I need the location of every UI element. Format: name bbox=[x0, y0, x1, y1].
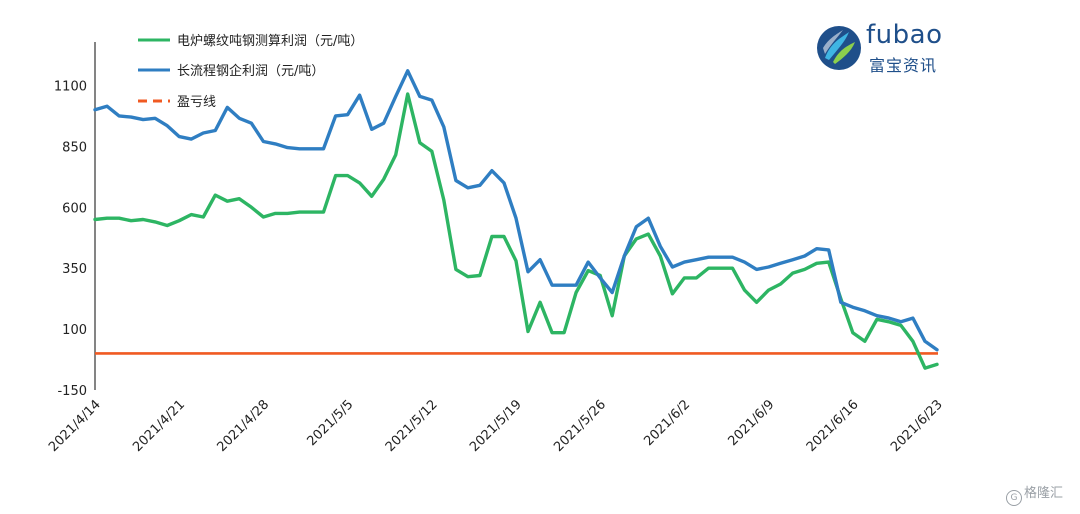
x-tick-label: 2021/5/5 bbox=[305, 397, 357, 449]
y-tick-label: 1100 bbox=[54, 79, 87, 94]
y-tick-label: 350 bbox=[62, 262, 87, 277]
x-tick-label: 2021/4/21 bbox=[130, 397, 188, 455]
x-tick-label: 2021/4/14 bbox=[46, 397, 104, 455]
x-tick-label: 2021/6/16 bbox=[804, 397, 862, 455]
legend-item-eaf-rebar-label: 电炉螺纹吨钢测算利润（元/吨） bbox=[177, 34, 363, 49]
logo-subtitle: 富宝资讯 bbox=[869, 56, 938, 75]
y-tick-label: -150 bbox=[57, 384, 87, 399]
watermark-text: 格隆汇 bbox=[1024, 486, 1064, 501]
x-tick-label: 2021/5/26 bbox=[551, 397, 609, 455]
x-tick-label: 2021/6/2 bbox=[641, 397, 693, 449]
series-line-eaf-rebar-profit bbox=[93, 92, 939, 370]
legend-item-break-even-label: 盈亏线 bbox=[177, 95, 216, 110]
x-tick-label: 2021/4/28 bbox=[214, 397, 272, 455]
series-line-bf-steel-profit bbox=[93, 69, 939, 352]
watermark: G 格隆汇 bbox=[1006, 482, 1063, 506]
x-tick-label: 2021/5/12 bbox=[383, 397, 441, 455]
logo-wordmark: fubao bbox=[866, 20, 943, 50]
y-tick-label: 100 bbox=[62, 323, 87, 338]
legend-item-bf-steel-label: 长流程钢企利润（元/吨） bbox=[177, 63, 324, 79]
fubao-logo: fubao 富宝资讯 bbox=[815, 20, 955, 78]
x-tick-label: 2021/6/23 bbox=[888, 397, 946, 455]
x-tick-label: 2021/6/9 bbox=[726, 397, 778, 449]
y-tick-label: 850 bbox=[62, 140, 87, 155]
watermark-icon: G bbox=[1006, 490, 1022, 506]
x-tick-label: 2021/5/19 bbox=[467, 397, 525, 455]
y-tick-label: 600 bbox=[62, 201, 87, 216]
fubao-logo-icon bbox=[817, 26, 861, 70]
